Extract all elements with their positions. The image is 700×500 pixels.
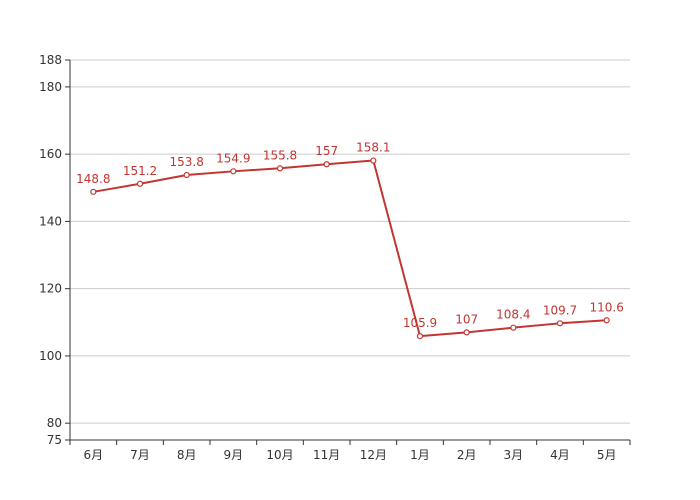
data-label: 105.9 — [403, 316, 437, 330]
data-label: 148.8 — [76, 172, 110, 186]
y-tick-label: 160 — [39, 147, 62, 161]
x-tick-label: 10月 — [266, 448, 293, 462]
grid-lines — [70, 59, 630, 424]
x-tick-label: 12月 — [360, 448, 387, 462]
data-label: 108.4 — [496, 308, 530, 322]
data-point[interactable] — [556, 320, 564, 327]
x-tick-label: 8月 — [177, 448, 197, 462]
data-label: 153.8 — [169, 155, 203, 169]
data-label: 154.9 — [216, 151, 250, 165]
data-point[interactable] — [136, 180, 144, 187]
y-tick-label: 75 — [47, 433, 62, 447]
data-point[interactable] — [230, 168, 237, 175]
x-tick-label: 6月 — [84, 448, 104, 462]
axes: 75 80 100 120 140 160 180 188 6月 7月 8月 9月 10月 11月 12月 1… — [39, 53, 631, 462]
x-tick-label: 2月 — [457, 448, 477, 462]
data-label: 157 — [315, 144, 338, 158]
data-points — [90, 157, 610, 340]
x-tick-label: 9月 — [224, 448, 244, 462]
data-label: 109.7 — [543, 303, 577, 317]
x-tick-label: 4月 — [550, 448, 570, 462]
x-tick-label: 1月 — [410, 448, 430, 462]
data-point[interactable] — [90, 188, 97, 195]
data-label: 151.2 — [123, 164, 157, 178]
data-point[interactable] — [323, 161, 330, 168]
y-tick-label: 100 — [39, 349, 62, 363]
x-tick-label: 11月 — [313, 448, 340, 462]
data-labels: 148.8 151.2 153.8 154.9 155.8 157 158.1 105.9 10… — [76, 141, 624, 331]
data-point[interactable] — [510, 324, 517, 331]
data-label: 110.6 — [589, 300, 623, 314]
data-point[interactable] — [416, 332, 424, 340]
data-label: 107 — [455, 312, 478, 326]
data-point[interactable] — [463, 329, 470, 336]
y-tick-label: 140 — [39, 214, 62, 228]
data-label: 158.1 — [356, 141, 390, 155]
y-tick-label: 120 — [39, 282, 62, 296]
x-tick-label: 5月 — [597, 448, 617, 462]
data-point[interactable] — [276, 165, 284, 172]
series-line — [93, 159, 607, 338]
data-point[interactable] — [183, 171, 190, 179]
x-tick-label: 3月 — [504, 448, 524, 462]
series-line-group — [93, 159, 607, 338]
y-tick-label: 80 — [47, 416, 62, 430]
data-point[interactable] — [370, 157, 377, 164]
data-point[interactable] — [603, 317, 610, 324]
x-tick-label: 7月 — [130, 448, 150, 462]
y-tick-label: 188 — [39, 53, 62, 67]
data-label: 155.8 — [263, 148, 297, 162]
y-tick-label: 180 — [39, 80, 62, 94]
